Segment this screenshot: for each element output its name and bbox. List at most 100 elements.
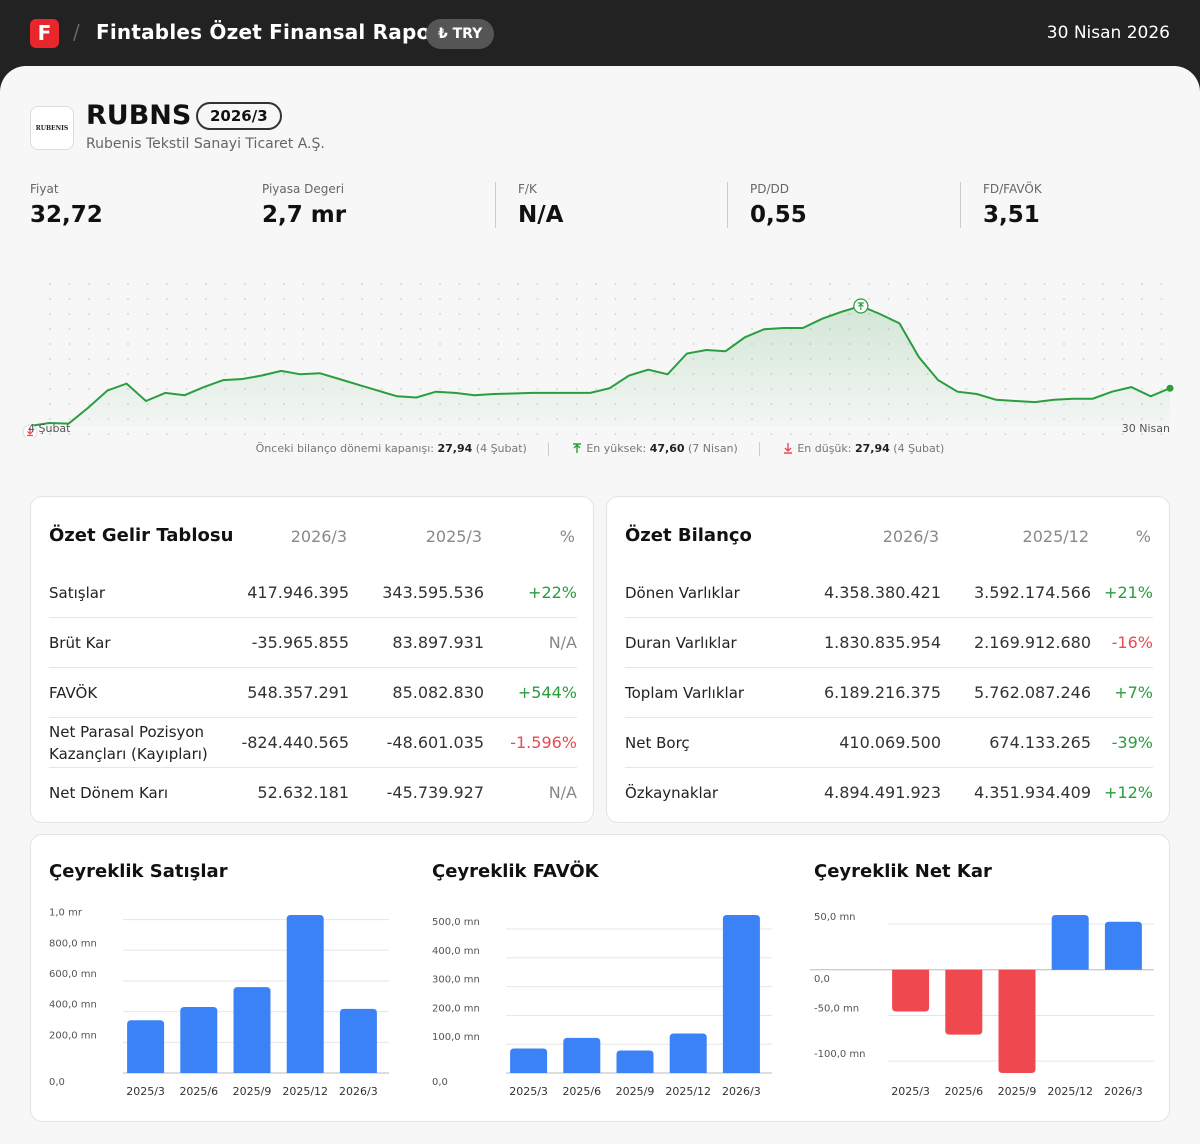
grid-dot [848, 433, 851, 435]
grid-dot [185, 328, 188, 330]
grid-dot [575, 328, 578, 330]
grid-dot [146, 343, 149, 345]
title-divider: / [73, 20, 80, 44]
grid-dot [380, 388, 383, 390]
row-pct: +21% [1104, 583, 1153, 602]
table-row: Dönen Varlıklar 4.358.380.421 3.592.174.… [625, 568, 1153, 618]
grid-dot [302, 298, 305, 300]
y-tick-label: 400,0 mn [432, 946, 480, 957]
grid-dot [146, 373, 149, 375]
grid-dot [185, 343, 188, 345]
legend-divider [759, 442, 761, 456]
grid-dot [595, 283, 597, 285]
currency-badge[interactable]: ₺ TRY [426, 19, 495, 49]
grid-dot [361, 343, 363, 345]
balance-sheet-card: Özet Bilanço 2026/3 2025/12 % Dönen Varl… [606, 496, 1170, 823]
grid-dot [1121, 433, 1124, 435]
metric-value: N/A [518, 202, 564, 228]
grid-dot [302, 283, 305, 285]
grid-dot [1024, 433, 1026, 435]
high-label: En yüksek: [586, 442, 647, 455]
app-logo[interactable]: F [30, 19, 59, 48]
y-tick-label: -50,0 mn [814, 1003, 859, 1014]
grid-dot [731, 283, 734, 285]
grid-dot [1024, 298, 1026, 300]
grid-dot [1082, 298, 1085, 300]
grid-dot [419, 328, 422, 330]
grid-dot [127, 373, 129, 375]
y-tick-label: 600,0 mn [49, 969, 97, 980]
income-col-pct: % [559, 527, 575, 546]
grid-dot [263, 313, 266, 315]
grid-dot [419, 298, 422, 300]
income-title: Özet Gelir Tablosu [49, 525, 234, 546]
grid-dot [400, 373, 402, 375]
grid-dot [88, 283, 90, 285]
net-profit-bar-chart: -100,0 mn -50,0 mn 0,0 50,0 mn 2025/3 2025/6 2… [810, 912, 1154, 1098]
grid-dot [1082, 358, 1085, 360]
grid-dot [614, 328, 617, 330]
row-label: Brüt Kar [49, 634, 111, 652]
chart-title-ebitda: Çeyreklik FAVÖK [432, 861, 599, 882]
grid-dot [419, 313, 422, 315]
grid-dot [1141, 343, 1143, 345]
grid-dot [985, 283, 987, 285]
grid-dot [1004, 298, 1007, 300]
metric-value: 32,72 [30, 202, 103, 228]
grid-dot [127, 298, 129, 300]
grid-dot [439, 328, 441, 330]
grid-dot [107, 358, 110, 360]
bar [616, 1050, 654, 1073]
table-row: Net Borç 410.069.500 674.133.265 -39% [625, 718, 1153, 768]
grid-dot [809, 298, 812, 300]
grid-dot [458, 283, 461, 285]
grid-dot [946, 298, 948, 300]
grid-dot [107, 373, 110, 375]
grid-dot [146, 298, 149, 300]
grid-dot [595, 433, 597, 435]
prev-close-label: Önceki bilanço dönemi kapanışı: [255, 442, 434, 455]
grid-dot [1082, 313, 1085, 315]
grid-dot [868, 298, 870, 300]
grid-dot [965, 358, 968, 360]
app-title: Fintables Özet Finansal Rapor [96, 20, 441, 44]
grid-dot [1121, 358, 1124, 360]
grid-dot [458, 433, 461, 435]
grid-dot [1102, 373, 1104, 375]
grid-dot [985, 358, 987, 360]
grid-dot [380, 298, 383, 300]
grid-dot [517, 313, 519, 315]
grid-dot [380, 328, 383, 330]
grid-dot [1121, 298, 1124, 300]
grid-dot [634, 313, 636, 315]
grid-dot [205, 433, 207, 435]
metric-label: Fiyat [30, 182, 59, 196]
grid-dot [458, 328, 461, 330]
grid-dot [458, 343, 461, 345]
grid-dot [380, 358, 383, 360]
grid-dot [478, 433, 480, 435]
y-tick-label: 50,0 mn [814, 912, 856, 923]
grid-dot [185, 388, 188, 390]
grid-dot [770, 283, 773, 285]
grid-dot [712, 283, 714, 285]
grid-dot [224, 283, 227, 285]
grid-dot [458, 298, 461, 300]
grid-dot [146, 313, 149, 315]
x-tick-label: 2025/3 [509, 1085, 548, 1098]
grid-dot [68, 388, 71, 390]
grid-dot [68, 403, 71, 405]
grid-dot [575, 358, 578, 360]
grid-dot [985, 313, 987, 315]
y-tick-label: 800,0 mn [49, 938, 97, 949]
grid-dot [166, 313, 168, 315]
metric-value: 0,55 [750, 202, 807, 228]
grid-dot [283, 343, 285, 345]
grid-dot [1102, 313, 1104, 315]
grid-dot [49, 433, 51, 435]
grid-dot [965, 313, 968, 315]
bar [669, 1033, 707, 1073]
grid-dot [322, 328, 324, 330]
grid-dot [653, 298, 656, 300]
y-tick-label: 200,0 mn [49, 1030, 97, 1041]
